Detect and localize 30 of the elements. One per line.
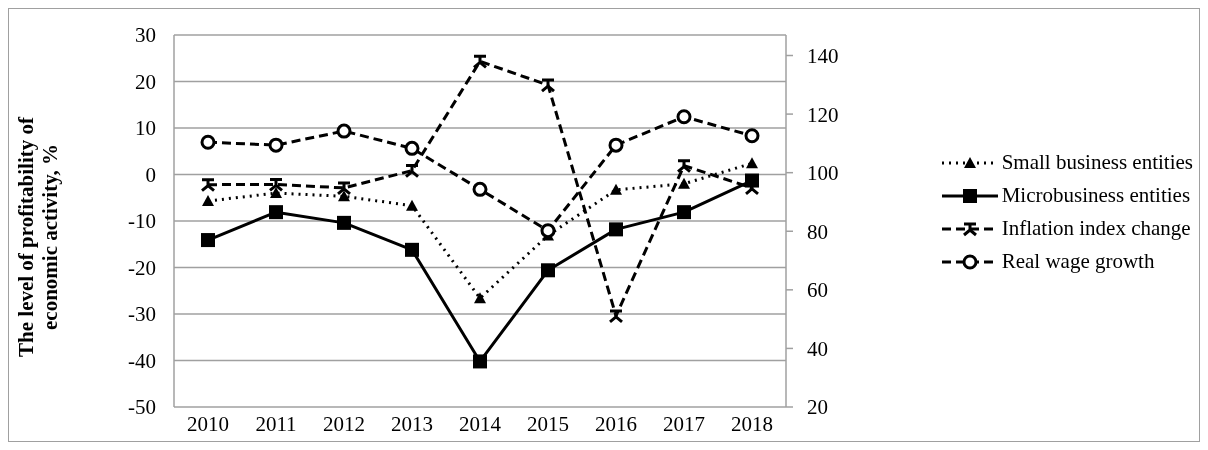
y-tick-label: -50 (128, 395, 156, 420)
y2-tick-label: 140 (807, 43, 839, 68)
legend-label: Microbusiness entities (1001, 183, 1191, 208)
x-tick-label: 2017 (663, 412, 705, 436)
y2-tick-label: 20 (807, 395, 828, 420)
y2-tick-label: 80 (807, 219, 828, 244)
y-tick-label: -40 (128, 348, 156, 373)
x-tick-label: 2018 (731, 412, 773, 436)
y-tick-label: -10 (128, 209, 156, 234)
x-tick-label: 2014 (459, 412, 502, 436)
legend-label: Inflation index change (1001, 216, 1191, 241)
x-tick-label: 2015 (527, 412, 569, 436)
y-tick-label: 10 (135, 116, 156, 141)
x-tick-label: 2016 (595, 412, 637, 436)
y-tick-label: -30 (128, 302, 156, 327)
y2-tick-label: 100 (807, 161, 839, 186)
legend-label: Real wage growth (1001, 249, 1155, 274)
x-tick-label: 2013 (391, 412, 433, 436)
y-tick-label: 20 (135, 69, 156, 94)
y-tick-label: -20 (128, 255, 156, 280)
y2-tick-label: 120 (807, 102, 839, 127)
y2-tick-label: 60 (807, 278, 828, 303)
y2-tick-label: 40 (807, 336, 828, 361)
y-tick-label: 30 (135, 23, 156, 48)
y-axis-title: The level of profitability of economic activity, % (14, 116, 62, 357)
x-tick-label: 2012 (323, 412, 365, 436)
x-tick-label: 2011 (255, 412, 297, 436)
x-tick-label: 2010 (187, 412, 229, 436)
y-tick-label: 0 (145, 162, 156, 187)
legend-label: Small business entities (1001, 150, 1193, 175)
